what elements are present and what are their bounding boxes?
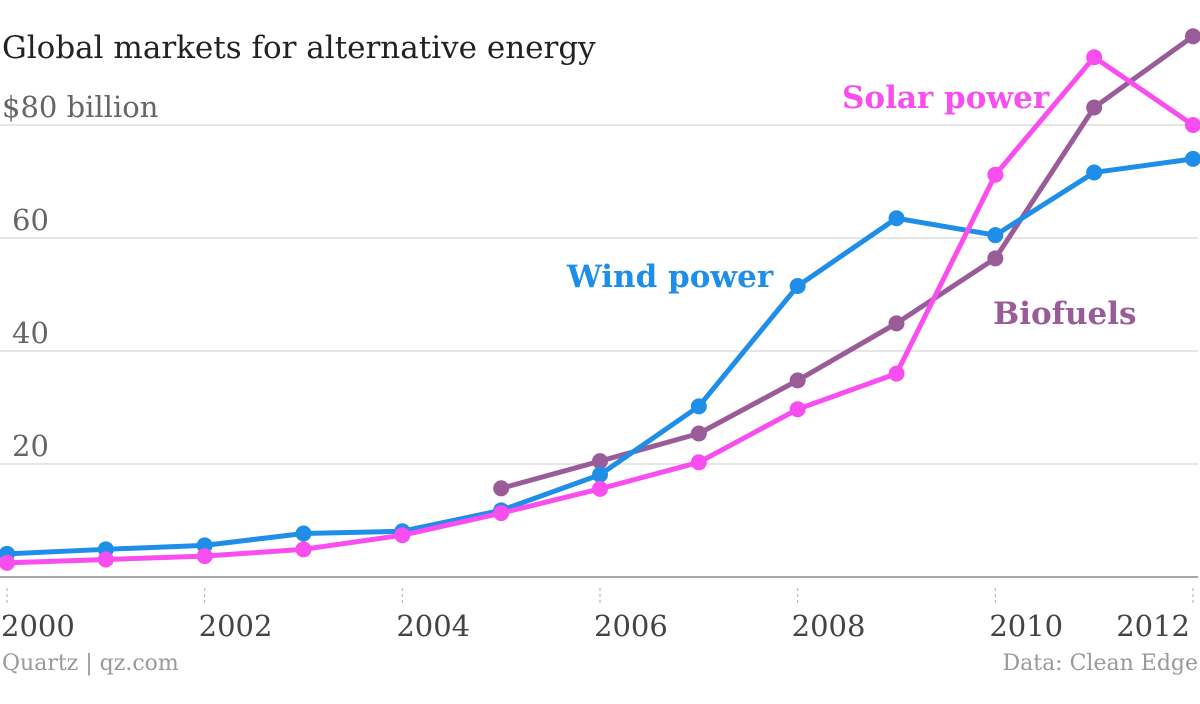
data-point-solar xyxy=(196,548,213,565)
data-source: Data: Clean Edge xyxy=(1002,651,1198,676)
source-credit: Quartz | qz.com xyxy=(2,651,179,676)
data-point-biofuels xyxy=(987,250,1004,267)
data-point-biofuels xyxy=(592,453,608,470)
data-point-wind xyxy=(888,210,905,227)
series-labels: Wind power Solar power Biofuels xyxy=(566,80,1136,332)
data-point-solar xyxy=(789,401,806,418)
series-label-biofuels: Biofuels xyxy=(993,296,1136,332)
series-wind xyxy=(0,150,1200,562)
series-line-biofuels xyxy=(498,33,1196,491)
data-point-solar xyxy=(888,365,905,382)
data-point-solar xyxy=(0,554,15,571)
x-tick-label: 2000 xyxy=(1,609,75,643)
data-point-biofuels xyxy=(888,315,905,332)
x-tick-label: 2008 xyxy=(792,609,866,643)
data-point-biofuels xyxy=(789,372,806,389)
chart-title: Global markets for alternative energy xyxy=(2,30,596,66)
data-point-biofuels xyxy=(1086,99,1103,116)
y-unit-label: $80 billion xyxy=(2,90,158,124)
y-axis-ticks: 20 40 60 xyxy=(12,203,49,463)
series-label-solar: Solar power xyxy=(842,80,1050,116)
x-tick-label: 2010 xyxy=(989,609,1063,643)
data-point-wind xyxy=(690,398,707,415)
data-point-solar xyxy=(1086,49,1103,66)
y-tick-label: 20 xyxy=(12,429,49,463)
data-point-wind xyxy=(592,466,608,483)
x-tick-label: 2004 xyxy=(396,609,470,643)
series-label-wind: Wind power xyxy=(566,259,774,295)
data-point-solar xyxy=(690,454,707,471)
series-biofuels xyxy=(493,28,1200,497)
data-point-solar xyxy=(987,166,1004,183)
data-point-solar xyxy=(592,480,608,497)
data-point-biofuels xyxy=(493,480,510,497)
data-point-biofuels xyxy=(690,425,707,442)
data-point-solar xyxy=(493,505,510,522)
data-point-wind xyxy=(987,227,1004,244)
data-point-solar xyxy=(394,527,411,544)
x-tick-label: 2006 xyxy=(594,609,668,643)
data-point-wind xyxy=(789,278,806,295)
data-point-wind xyxy=(1185,150,1200,167)
x-tick-label: 2012 xyxy=(1116,609,1190,643)
x-tick-label: 2002 xyxy=(199,609,273,643)
x-axis-ticks: 2000 2002 2004 2006 2008 2010 2012 xyxy=(1,588,1194,643)
y-tick-label: 60 xyxy=(12,203,49,237)
series-solar xyxy=(0,49,1200,571)
series-lines xyxy=(0,28,1200,571)
data-point-biofuels xyxy=(1185,28,1200,45)
data-point-solar xyxy=(97,551,114,568)
y-tick-label: 40 xyxy=(12,316,49,350)
data-point-wind xyxy=(1086,164,1103,181)
data-point-wind xyxy=(295,525,312,542)
data-point-solar xyxy=(295,541,312,558)
data-point-solar xyxy=(1185,117,1200,133)
